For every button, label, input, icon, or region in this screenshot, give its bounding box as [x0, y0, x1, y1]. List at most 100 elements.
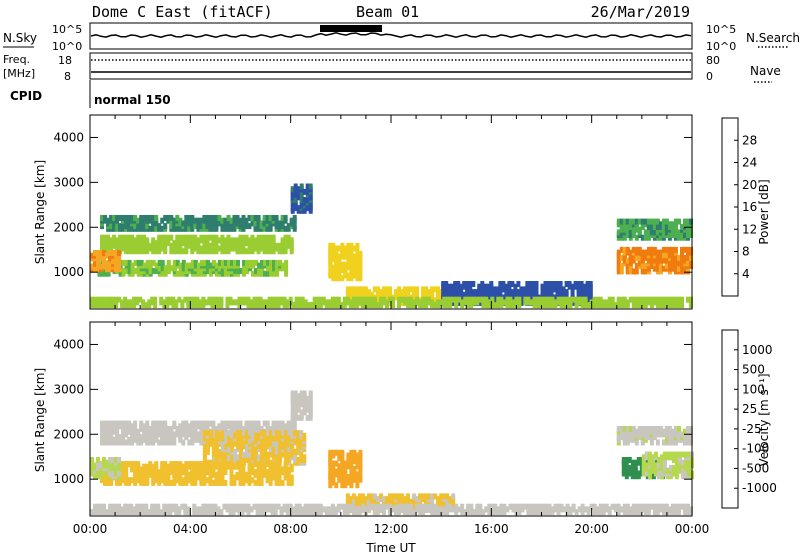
data-cell: [268, 240, 273, 247]
x-tick-label: 00:00: [675, 522, 710, 536]
data-cell: [247, 215, 252, 221]
data-cell: [674, 465, 679, 472]
data-cell: [556, 503, 561, 510]
data-cell: [211, 459, 216, 466]
colorbar-tick-label: 25: [742, 402, 757, 416]
data-cell: [637, 509, 642, 516]
data-cell: [153, 302, 158, 309]
data-cell: [208, 248, 213, 255]
data-cell: [502, 509, 507, 516]
data-cell: [302, 432, 307, 439]
cpid-value: normal 150: [94, 93, 171, 107]
data-cell: [334, 253, 339, 260]
data-cell: [118, 420, 123, 427]
data-cell: [109, 420, 114, 427]
data-cell: [293, 390, 298, 397]
data-cell: [248, 457, 252, 463]
scatter-echo-region: [290, 390, 313, 421]
data-cell: [90, 465, 94, 472]
data-cell: [627, 465, 632, 472]
data-cell: [640, 249, 645, 256]
data-cell: [355, 476, 360, 483]
data-cell: [430, 503, 435, 510]
nsky-panel: [89, 22, 693, 50]
data-cell: [296, 457, 301, 463]
data-cell: [403, 286, 407, 293]
data-cell: [680, 431, 684, 438]
data-cell: [421, 296, 426, 303]
data-cell: [181, 259, 186, 266]
data-cell: [330, 503, 335, 510]
data-cell: [159, 296, 164, 303]
data-cell: [631, 503, 636, 510]
data-cell: [163, 240, 168, 247]
data-cell: [670, 246, 675, 253]
data-cell: [109, 215, 114, 221]
data-cell: [418, 503, 423, 510]
data-cell: [247, 223, 252, 230]
data-cell: [490, 503, 495, 510]
data-cell: [196, 420, 201, 427]
data-cell: [272, 259, 277, 266]
data-cell: [239, 448, 243, 455]
scatter-echo-region: [90, 503, 693, 516]
data-cell: [351, 506, 356, 513]
data-cell: [229, 217, 234, 224]
data-cell: [433, 503, 438, 510]
data-cell: [442, 506, 447, 513]
data-cell: [466, 503, 471, 510]
data-cell: [190, 436, 195, 443]
scatter-echo-region: [100, 234, 294, 255]
data-cell: [628, 249, 633, 256]
data-cell: [664, 218, 669, 225]
data-cell: [297, 296, 302, 303]
data-cell: [382, 503, 386, 510]
data-cell: [475, 503, 480, 510]
data-cell: [280, 420, 285, 427]
data-cell: [360, 503, 365, 510]
data-cell: [166, 426, 171, 432]
data-cell: [516, 289, 521, 296]
data-cell: [661, 428, 666, 435]
data-cell: [409, 286, 414, 293]
data-cell: [130, 270, 135, 277]
data-cell: [220, 430, 225, 437]
data-cell: [166, 471, 171, 478]
data-cell: [266, 259, 271, 266]
data-cell: [208, 242, 213, 249]
data-cell: [121, 434, 126, 441]
data-cell: [275, 430, 280, 437]
data-cell: [562, 296, 567, 303]
data-cell: [236, 440, 240, 447]
data-cell: [334, 259, 339, 265]
data-cell: [205, 459, 210, 466]
data-cell: [260, 438, 265, 445]
scatter-echo-region: [97, 259, 289, 277]
scatter-echo-region: [641, 451, 694, 480]
data-cell: [106, 420, 111, 427]
data-cell: [160, 420, 165, 427]
data-cell: [658, 503, 663, 510]
data-cell: [318, 503, 323, 510]
data-cell: [151, 420, 156, 427]
data-cell: [263, 259, 268, 266]
data-cell: [430, 493, 435, 500]
data-cell: [504, 283, 509, 290]
data-cell: [199, 259, 204, 266]
data-cell: [165, 503, 170, 510]
data-cell: [165, 296, 170, 303]
data-cell: [526, 296, 531, 303]
data-cell: [244, 471, 249, 478]
colorbar-tick-label: 100: [742, 382, 765, 396]
data-cell: [217, 448, 222, 455]
data-cell: [96, 465, 100, 472]
data-cell: [634, 246, 639, 253]
data-cell: [385, 503, 389, 510]
data-cell: [453, 289, 458, 296]
data-cell: [172, 466, 177, 473]
y-tick-label: 2000: [53, 427, 84, 441]
data-cell: [303, 503, 308, 510]
data-cell: [289, 217, 294, 224]
data-cell: [150, 503, 155, 510]
data-cell: [451, 493, 456, 500]
